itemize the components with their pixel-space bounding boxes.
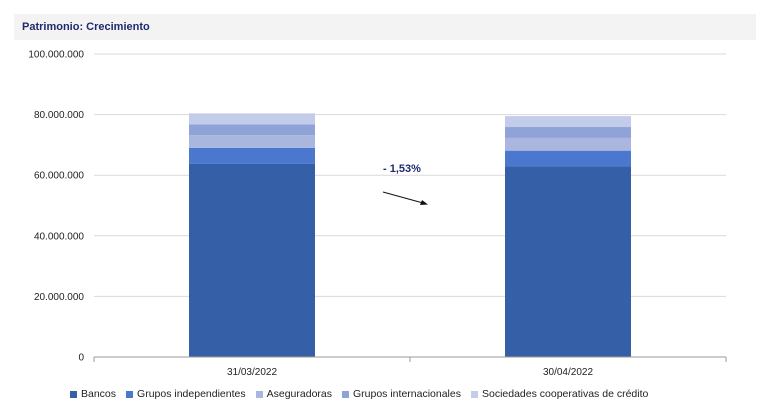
legend-swatch	[255, 390, 263, 398]
y-tick-label: 0	[78, 353, 84, 364]
chart-title: Patrimonio: Crecimiento	[22, 21, 150, 33]
legend-item: Aseguradoras	[255, 388, 332, 400]
y-tick-label: 100.000.000	[28, 50, 84, 61]
legend-swatch	[70, 390, 77, 398]
bar-segment-3	[505, 137, 631, 151]
legend-swatch	[126, 390, 134, 398]
annotation: - 1,53%	[382, 163, 428, 205]
y-tick-label: 60.000.000	[34, 171, 84, 182]
bar-segment-2	[505, 150, 631, 167]
annotation-label: - 1,53%	[383, 163, 421, 175]
bar-segment-3	[189, 135, 315, 148]
bar-segment-4	[505, 127, 631, 138]
x-tick-label: 30/04/2022	[543, 367, 593, 378]
bar-segment-1	[505, 166, 631, 357]
down-right-arrow-icon	[382, 191, 428, 205]
x-axis-ticks: 31/03/2022 30/04/2022	[93, 357, 727, 378]
y-tick-label: 40.000.000	[34, 231, 84, 242]
legend-label: Aseguradoras	[266, 388, 332, 400]
legend-item: Grupos internacionales	[342, 388, 461, 400]
bar-segment-5	[189, 113, 315, 125]
legend-item: Grupos independientes	[126, 388, 246, 400]
legend-label: Grupos independientes	[137, 388, 246, 400]
bar-segment-4	[189, 124, 315, 136]
chart-header-bar: Patrimonio: Crecimiento	[14, 14, 756, 40]
legend: Bancos Grupos independientes Aseguradoras G…	[70, 388, 658, 400]
legend-swatch	[470, 390, 478, 398]
legend-item: Sociedades cooperativas de crédito	[470, 388, 649, 400]
bar-segment-2	[189, 147, 315, 164]
y-axis-ticks: 0 20.000.000 40.000.000 60.000.000 80.000.00…	[28, 50, 84, 364]
legend-label: Bancos	[81, 388, 117, 400]
legend-label: Sociedades cooperativas de crédito	[481, 388, 649, 400]
y-tick-label: 80.000.000	[34, 110, 84, 121]
bars	[189, 113, 631, 357]
gridlines	[94, 53, 726, 297]
bar-segment-5	[505, 116, 631, 128]
legend-label: Grupos internacionales	[353, 388, 461, 400]
legend-swatch	[342, 390, 349, 398]
legend-item: Bancos	[70, 388, 116, 400]
x-tick-label: 31/03/2022	[227, 367, 277, 378]
bar-segment-1	[189, 163, 315, 357]
y-tick-label: 20.000.000	[34, 292, 84, 303]
